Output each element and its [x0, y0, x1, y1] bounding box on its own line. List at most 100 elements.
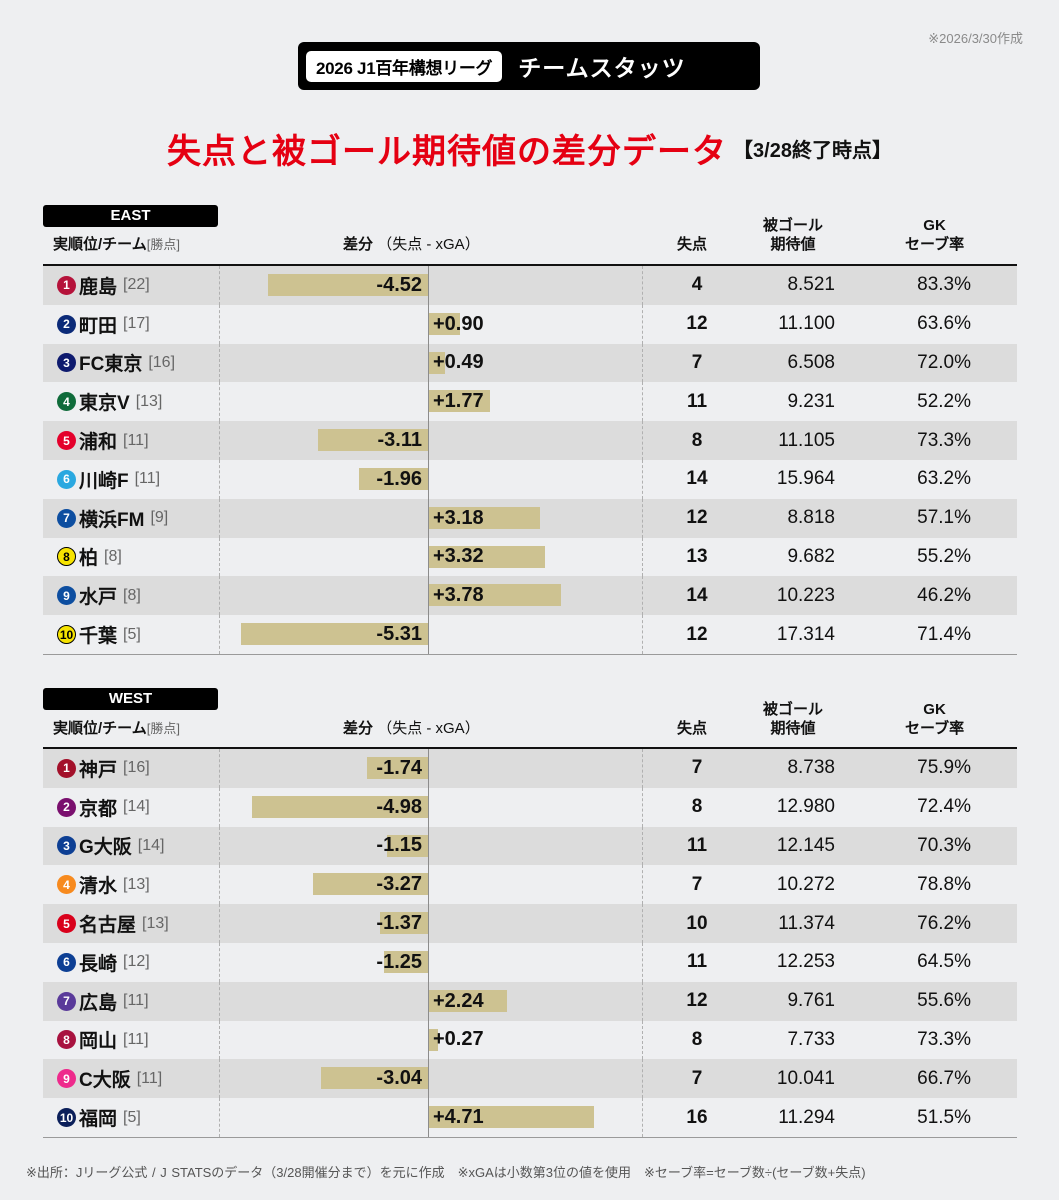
zero-line: [428, 498, 429, 538]
rank-badge: 4: [57, 875, 76, 895]
table-row: 7 横浜FM [9] +3.18 12 8.818 57.1%: [43, 498, 1017, 538]
team-points: [22]: [123, 276, 150, 294]
divider: [219, 1020, 220, 1060]
table-row: 2 京都 [14] -4.98 8 12.980 72.4%: [43, 787, 1017, 827]
goals-against: 7: [691, 1067, 703, 1089]
gk-save-rate: 72.0%: [917, 351, 971, 373]
zero-line: [428, 787, 429, 827]
goals-against: 4: [691, 274, 703, 296]
team-cell: 10 福岡 [5]: [57, 1098, 141, 1137]
team-cell: 9 水戸 [8]: [57, 576, 141, 615]
divider: [219, 382, 220, 422]
team-name: G大阪: [79, 837, 132, 859]
col-head-diff-sub: （失点 - xGA）: [377, 720, 480, 737]
goals-against: 7: [691, 873, 703, 895]
team-name: 柏: [79, 548, 99, 570]
rank-badge: 8: [57, 547, 76, 567]
expected-goals-against: 12.145: [776, 834, 835, 856]
expected-goals-against: 12.980: [776, 796, 835, 818]
gk-save-rate: 75.9%: [917, 757, 971, 779]
zero-line: [428, 537, 429, 577]
col-head-xga-line1: 被ゴール: [763, 217, 824, 234]
col-head-xga-line2: 期待値: [770, 236, 816, 253]
col-head-diff-label: 差分: [343, 236, 374, 253]
expected-goals-against: 9.761: [787, 990, 835, 1012]
divider: [642, 382, 643, 422]
header-banner: 2026 J1百年構想リーグ チームスタッツ: [298, 42, 760, 90]
goals-against: 13: [686, 545, 708, 567]
goals-against: 10: [686, 912, 708, 934]
diff-bar: [428, 545, 546, 568]
col-head-xga: 被ゴール 期待値: [763, 700, 823, 738]
diff-value: -3.04: [376, 1067, 422, 1090]
goals-against: 11: [686, 951, 708, 973]
divider: [642, 942, 643, 982]
team-points: [13]: [142, 914, 169, 932]
goals-against: 12: [686, 990, 708, 1012]
divider: [219, 576, 220, 616]
team-cell: 3 G大阪 [14]: [57, 827, 164, 866]
expected-goals-against: 11.374: [778, 912, 835, 934]
gk-save-rate: 55.6%: [917, 990, 971, 1012]
zero-line: [428, 615, 429, 654]
diff-bar: [428, 1028, 438, 1051]
divider: [642, 904, 643, 943]
table-row: 5 名古屋 [13] -1.37 10 11.374 76.2%: [43, 904, 1017, 943]
col-head-save-line2: セーブ率: [905, 236, 965, 253]
table-row: 3 FC東京 [16] +0.49 7 6.508 72.0%: [43, 343, 1017, 383]
gk-save-rate: 64.5%: [917, 951, 971, 973]
table-row: 3 G大阪 [14] -1.15 11 12.145 70.3%: [43, 826, 1017, 866]
goals-against: 12: [686, 623, 708, 645]
divider: [219, 343, 220, 383]
west-rows: 1 神戸 [16] -1.74 7 8.738 75.9% 2 京都 [14] -4.98 8 12.9…: [43, 749, 1017, 1138]
team-cell: 9 C大阪 [11]: [57, 1059, 162, 1098]
rank-badge: 4: [57, 392, 76, 412]
gk-save-rate: 78.8%: [917, 873, 971, 895]
team-cell: 8 岡山 [11]: [57, 1021, 149, 1060]
rank-badge: 2: [57, 314, 76, 334]
diff-value: -4.52: [376, 273, 422, 296]
gk-save-rate: 73.3%: [917, 1028, 971, 1050]
diff-value: -1.15: [376, 834, 422, 857]
col-head-diff: 差分 （失点 - xGA）: [343, 235, 480, 254]
col-head-diff-sub: （失点 - xGA）: [377, 236, 480, 253]
rank-badge: 6: [57, 469, 76, 489]
divider: [642, 304, 643, 344]
table-row: 1 神戸 [16] -1.74 7 8.738 75.9%: [43, 749, 1017, 788]
col-head-save: GK セーブ率: [905, 216, 964, 254]
divider: [219, 749, 220, 788]
expected-goals-against: 8.738: [787, 757, 835, 779]
zero-line: [428, 749, 429, 788]
zero-line: [428, 421, 429, 460]
diff-value: -3.27: [376, 873, 422, 896]
diff-bar: [383, 950, 428, 973]
col-head-xga-line2: 期待値: [770, 720, 816, 737]
goals-against: 8: [691, 1028, 703, 1050]
goals-against: 8: [691, 429, 703, 451]
goals-against: 11: [686, 390, 708, 412]
zero-line: [428, 904, 429, 943]
expected-goals-against: 11.294: [778, 1106, 835, 1128]
divider: [219, 266, 220, 305]
team-name: 浦和: [79, 432, 118, 454]
diff-bar: [428, 351, 446, 374]
team-points: [5]: [123, 1108, 141, 1126]
table-row: 4 清水 [13] -3.27 7 10.272 78.8%: [43, 865, 1017, 905]
table-row: 10 千葉 [5] -5.31 12 17.314 71.4%: [43, 615, 1017, 654]
expected-goals-against: 15.964: [776, 468, 835, 490]
expected-goals-against: 10.223: [776, 584, 835, 606]
team-name: 岡山: [79, 1031, 118, 1053]
col-head-team-sub: [勝点]: [146, 721, 180, 736]
diff-bar: [428, 390, 491, 413]
zero-line: [428, 459, 429, 499]
divider: [642, 266, 643, 305]
team-cell: 7 横浜FM [9]: [57, 499, 168, 538]
team-points: [13]: [135, 392, 163, 410]
diff-value: +0.90: [433, 312, 484, 335]
team-points: [5]: [123, 625, 141, 643]
col-head-save: GK セーブ率: [905, 700, 964, 738]
expected-goals-against: 6.508: [787, 351, 835, 373]
divider: [219, 787, 220, 827]
expected-goals-against: 10.041: [776, 1067, 835, 1089]
team-cell: 6 長崎 [12]: [57, 943, 150, 982]
